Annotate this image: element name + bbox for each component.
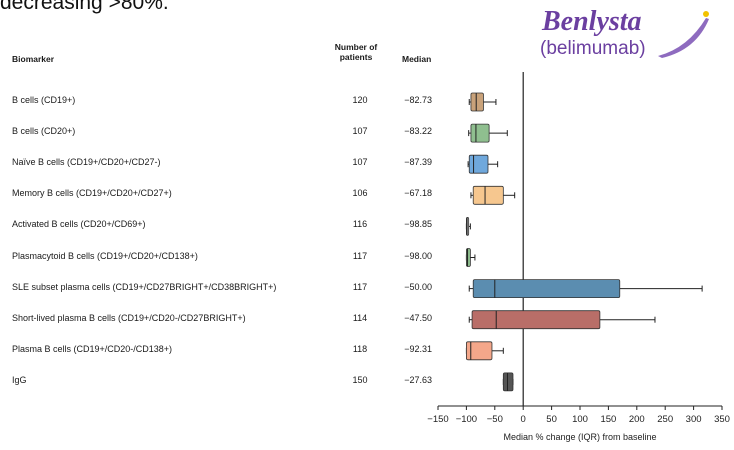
x-tick-label: −100 [456, 414, 477, 425]
iqr-box [466, 342, 492, 360]
x-tick-label: 350 [714, 414, 730, 425]
iqr-box [471, 124, 489, 142]
x-tick-label: 250 [657, 414, 673, 425]
iqr-box [503, 373, 513, 391]
x-tick-label: −50 [487, 414, 503, 425]
x-tick-label: 150 [600, 414, 616, 425]
x-axis-title: Median % change (IQR) from baseline [503, 432, 656, 442]
iqr-box [471, 93, 483, 111]
iqr-box [472, 311, 600, 329]
iqr-box [466, 249, 470, 267]
x-tick-label: 0 [521, 414, 526, 425]
x-tick-label: 200 [629, 414, 645, 425]
x-tick-label: −150 [427, 414, 448, 425]
x-tick-label: 300 [686, 414, 702, 425]
x-tick-label: 100 [572, 414, 588, 425]
iqr-box [469, 155, 488, 173]
iqr-box [473, 186, 503, 204]
x-tick-label: 50 [546, 414, 557, 425]
